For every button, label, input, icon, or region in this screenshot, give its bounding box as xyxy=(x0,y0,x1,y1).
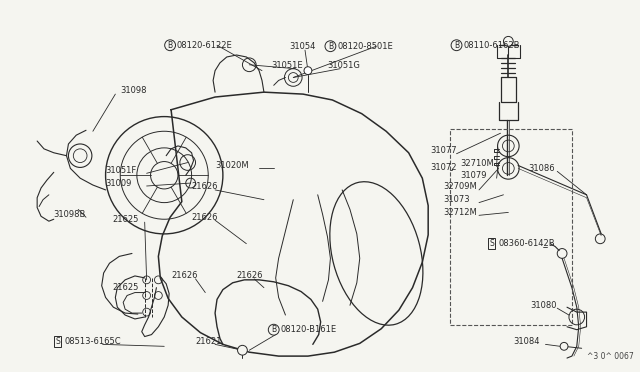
Text: 08120-6122E: 08120-6122E xyxy=(177,41,233,50)
Text: B: B xyxy=(328,42,333,51)
Circle shape xyxy=(504,36,513,46)
Circle shape xyxy=(304,67,312,74)
Circle shape xyxy=(560,342,568,350)
Text: 08110-6162B: 08110-6162B xyxy=(463,41,520,50)
Text: 31051G: 31051G xyxy=(328,61,360,70)
Text: 31054: 31054 xyxy=(289,42,316,51)
Text: 08120-8501E: 08120-8501E xyxy=(337,42,393,51)
Text: 31086: 31086 xyxy=(528,164,554,173)
Text: 31098: 31098 xyxy=(120,86,147,95)
Text: 32710M: 32710M xyxy=(460,159,494,168)
Text: 21625: 21625 xyxy=(113,283,139,292)
Text: 32712M: 32712M xyxy=(443,208,477,217)
Text: 32709M: 32709M xyxy=(443,183,477,192)
Text: 31051E: 31051E xyxy=(272,61,303,70)
Text: 31009: 31009 xyxy=(106,179,132,187)
Text: 31080: 31080 xyxy=(530,301,556,310)
Circle shape xyxy=(237,345,247,355)
Text: 31073: 31073 xyxy=(443,195,470,204)
Text: B: B xyxy=(454,41,459,50)
Text: 21625: 21625 xyxy=(113,215,139,224)
Text: 08120-B161E: 08120-B161E xyxy=(280,325,337,334)
Text: 31079: 31079 xyxy=(460,171,487,180)
Text: 21626: 21626 xyxy=(191,213,218,222)
Text: 08513-6165C: 08513-6165C xyxy=(65,337,121,346)
Text: 31098B: 31098B xyxy=(54,210,86,219)
Text: 21626: 21626 xyxy=(237,272,263,280)
Bar xyxy=(450,129,572,325)
Text: S: S xyxy=(55,337,60,346)
Text: B: B xyxy=(271,325,276,334)
Text: 31051F: 31051F xyxy=(106,166,137,175)
Text: 31072: 31072 xyxy=(430,163,456,172)
Text: 08360-6142B: 08360-6142B xyxy=(499,239,555,248)
Text: 21621: 21621 xyxy=(195,337,222,346)
Text: 21626: 21626 xyxy=(171,272,198,280)
Text: ^3 0^ 0067: ^3 0^ 0067 xyxy=(586,352,634,360)
Text: B: B xyxy=(168,41,173,50)
Text: 31084: 31084 xyxy=(513,337,540,346)
Text: 31020M: 31020M xyxy=(215,161,249,170)
Text: 21626: 21626 xyxy=(191,183,218,192)
Text: 31077: 31077 xyxy=(430,146,457,155)
Text: S: S xyxy=(490,239,494,248)
